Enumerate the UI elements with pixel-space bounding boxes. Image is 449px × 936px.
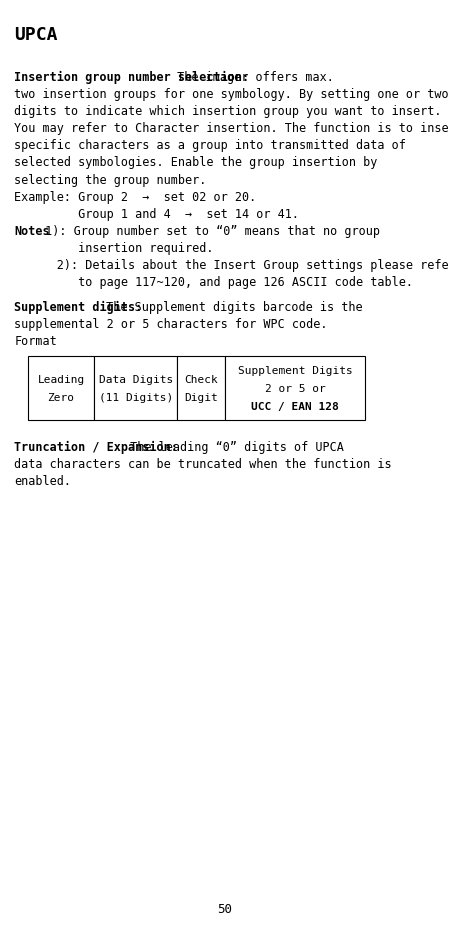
Text: specific characters as a group into transmitted data of: specific characters as a group into tran… [14,139,406,153]
Text: Supplement digits:: Supplement digits: [14,300,143,314]
Text: 2): Details about the Insert Group settings please refer: 2): Details about the Insert Group setti… [14,258,449,271]
Text: The leading “0” digits of UPCA: The leading “0” digits of UPCA [123,441,343,454]
Text: UPCA: UPCA [14,26,58,44]
Text: 2 or 5 or: 2 or 5 or [264,384,326,393]
Text: Group 1 and 4  →  set 14 or 41.: Group 1 and 4 → set 14 or 41. [14,208,299,220]
Text: Leading: Leading [37,374,85,385]
Bar [94,357,177,420]
Text: selected symbologies. Enable the group insertion by: selected symbologies. Enable the group i… [14,156,378,169]
Text: to page 117~120, and page 126 ASCII code table.: to page 117~120, and page 126 ASCII code… [14,275,414,288]
Text: You may refer to Character insertion. The function is to insert: You may refer to Character insertion. Th… [14,123,449,135]
Text: (11 Digits): (11 Digits) [99,392,173,402]
Text: Zero: Zero [48,392,75,402]
Text: The imager offers max.: The imager offers max. [170,71,334,84]
Bar [28,357,94,420]
Text: two insertion groups for one symbology. By setting one or two: two insertion groups for one symbology. … [14,88,449,101]
Text: Truncation / Expansion:: Truncation / Expansion: [14,441,178,454]
Bar [177,357,225,420]
Text: Format: Format [14,335,57,348]
Text: Data Digits: Data Digits [99,374,173,385]
Text: selecting the group number.: selecting the group number. [14,173,207,186]
Text: UCC / EAN 128: UCC / EAN 128 [251,402,339,411]
Text: data characters can be truncated when the function is: data characters can be truncated when th… [14,458,392,471]
Text: digits to indicate which insertion group you want to insert.: digits to indicate which insertion group… [14,105,442,118]
Text: Digit: Digit [185,392,218,402]
Text: supplemental 2 or 5 characters for WPC code.: supplemental 2 or 5 characters for WPC c… [14,318,328,330]
Bar [225,357,365,420]
Text: Example: Group 2  →  set 02 or 20.: Example: Group 2 → set 02 or 20. [14,190,257,203]
Text: Check: Check [185,374,218,385]
Text: insertion required.: insertion required. [14,241,214,255]
Text: Insertion group number selection:: Insertion group number selection: [14,71,250,84]
Text: Notes: Notes [14,225,50,238]
Text: Supplement Digits: Supplement Digits [238,366,352,375]
Text: 50: 50 [217,902,232,915]
Text: enabled.: enabled. [14,475,71,488]
Text: 1): Group number set to “0” means that no group: 1): Group number set to “0” means that n… [38,225,380,238]
Text: The Supplement digits barcode is the: The Supplement digits barcode is the [99,300,363,314]
